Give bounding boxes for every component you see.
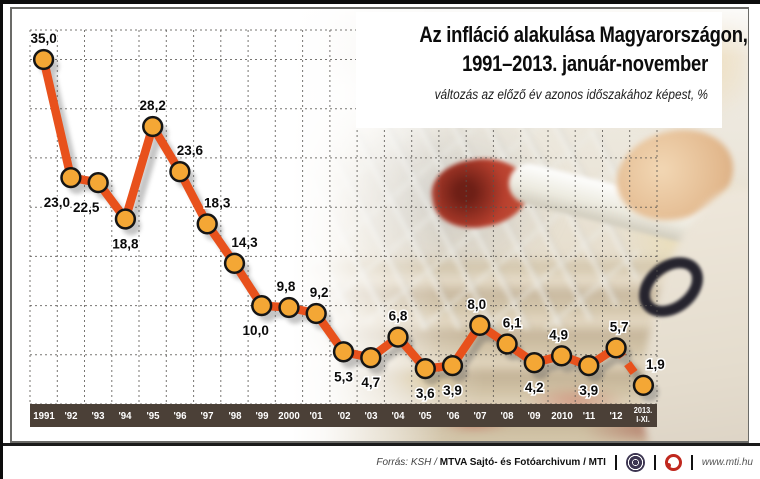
- data-point-label: 23,0: [44, 195, 70, 210]
- data-point-marker: [414, 357, 436, 380]
- x-axis-label: '99: [255, 409, 269, 422]
- footer-url: www.mti.hu: [701, 457, 753, 468]
- data-point-label: 9,8: [277, 279, 296, 294]
- title-box: Az infláció alakulása Magyarországon, 19…: [356, 12, 748, 128]
- data-point-marker: [87, 171, 109, 194]
- data-point-label: 1,9: [646, 357, 665, 372]
- x-axis-label: 2000: [278, 409, 300, 422]
- data-point-marker: [32, 48, 55, 71]
- source-prefix: Forrás: KSH /: [376, 457, 437, 468]
- data-point-marker: [305, 302, 327, 325]
- data-point-label: 3,6: [416, 386, 435, 401]
- data-point-label: 5,7: [610, 319, 629, 334]
- x-axis-label: '94: [118, 409, 132, 422]
- data-point-marker: [523, 352, 545, 374]
- data-point-marker: [278, 296, 300, 319]
- data-point-label: 3,9: [579, 383, 598, 398]
- x-axis-label: '93: [91, 409, 105, 422]
- divider: [690, 455, 693, 470]
- data-point-marker: [550, 345, 573, 367]
- chart-title-line2: 1991–2013. január-november: [462, 51, 708, 76]
- data-point-marker: [387, 326, 409, 348]
- data-point-label: 4,9: [549, 327, 568, 342]
- data-point-label: 35,0: [30, 31, 56, 46]
- page-border-left: [0, 0, 3, 479]
- data-labels: 35,0 23,0 22,5 18,8 28,2 23,6 18,3 14,3 10,0 9,8 9…: [29, 30, 666, 403]
- data-point-marker: [169, 161, 191, 183]
- x-axis-label: '09: [527, 409, 541, 422]
- data-point-label: 4,7: [361, 375, 380, 390]
- x-axis-label: 2013. I-XI.: [634, 406, 653, 424]
- data-point-label: 22,5: [73, 200, 100, 215]
- data-point-marker: [196, 213, 218, 235]
- mti-logo: [664, 454, 682, 471]
- data-point-label: 18,3: [204, 195, 231, 210]
- x-axis-bar: 1991 '92 '93 '94 '95 '96 '97 '98 '99 2000 '01 '02 '0…: [30, 404, 657, 427]
- data-point-marker: [441, 354, 464, 377]
- data-point-marker: [496, 333, 518, 355]
- data-point-label: 18,8: [112, 237, 139, 252]
- data-point-marker: [60, 166, 82, 189]
- divider: [614, 455, 617, 470]
- data-point-label: 8,0: [467, 297, 486, 312]
- x-axis-label: '02: [336, 409, 351, 422]
- data-point-label: 4,2: [525, 380, 544, 395]
- divider: [653, 455, 656, 470]
- x-axis-label: '96: [173, 409, 187, 422]
- data-point-label: 3,9: [443, 383, 462, 398]
- data-point-label: 5,3: [334, 369, 353, 384]
- x-axis-label: '01: [309, 409, 323, 422]
- page-border-top: [0, 0, 760, 4]
- data-point-marker: [360, 347, 382, 369]
- x-axis-label: 2010: [550, 409, 573, 422]
- x-axis-label: '04: [391, 409, 405, 422]
- data-point-marker: [632, 374, 655, 396]
- footer: Forrás: KSH / MTVA Sajtó- és Fotóarchivu…: [0, 443, 760, 479]
- x-axis-label: '92: [64, 409, 78, 422]
- chart-title-line1: Az infláció alakulása Magyarországon,: [419, 22, 748, 47]
- series-path: [39, 55, 621, 373]
- x-axis-label: '07: [473, 409, 487, 422]
- data-point-marker: [114, 208, 137, 230]
- data-point-marker: [469, 314, 491, 336]
- mtva-logo: [625, 453, 645, 472]
- x-axis-label: '11: [582, 409, 596, 422]
- chart-subtitle: változás az előző év azonos időszakához …: [434, 87, 708, 102]
- data-markers: [32, 48, 655, 396]
- source-text: Forrás: KSH / MTVA Sajtó- és Fotóarchivu…: [376, 457, 605, 468]
- data-point-marker: [605, 337, 627, 359]
- data-point-marker: [142, 115, 164, 138]
- data-point-label: 14,3: [231, 235, 258, 250]
- data-point-label: 28,2: [140, 98, 166, 113]
- x-axis-label: '06: [445, 409, 460, 422]
- x-axis-label: '03: [364, 409, 378, 422]
- data-point-marker: [223, 252, 246, 274]
- data-point-label: 23,6: [177, 143, 204, 158]
- source-bold: MTVA Sajtó- és Fotóarchivum / MTI: [439, 457, 606, 468]
- data-point-marker: [332, 341, 355, 363]
- x-axis-label: '95: [146, 409, 160, 422]
- data-point-marker: [578, 354, 600, 377]
- data-point-label: 9,2: [310, 285, 329, 300]
- x-axis-label: '97: [200, 409, 214, 422]
- data-point-label: 6,8: [389, 309, 408, 324]
- x-axis-label: '08: [500, 409, 514, 422]
- x-axis-label: '98: [227, 409, 242, 422]
- data-point-label: 6,1: [503, 316, 522, 331]
- x-axis-label: '12: [609, 409, 623, 422]
- data-point-label: 10,0: [243, 323, 269, 338]
- x-axis-label: 1991: [32, 409, 55, 422]
- x-axis-label: '05: [418, 409, 432, 422]
- data-point-marker: [251, 294, 273, 317]
